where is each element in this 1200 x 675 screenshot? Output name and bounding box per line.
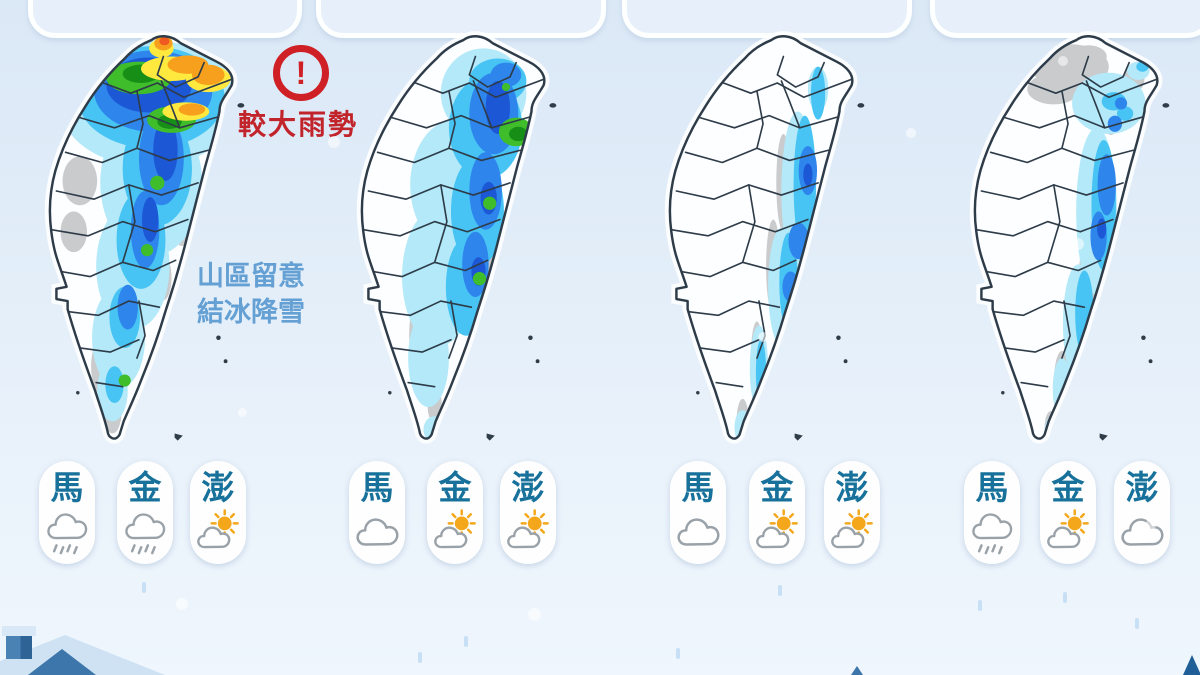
snow-dot (906, 128, 916, 138)
rain-streak (142, 582, 146, 593)
island-label: 金 (438, 469, 472, 506)
note-line-1: 山區留意 (197, 261, 305, 291)
island-pill-matsu: 馬 (670, 461, 726, 564)
island-label: 馬 (50, 469, 84, 506)
snow-dot (328, 136, 340, 148)
snow-dot (176, 598, 188, 610)
island-pill-penghu: 澎 (190, 461, 246, 564)
rain-streak (464, 636, 468, 647)
note-line-2: 結冰降雪 (197, 297, 305, 327)
house-chimney-icon (6, 636, 32, 659)
cloud-icon (1121, 518, 1164, 547)
island-label: 金 (760, 469, 794, 506)
taiwan-precip-map-panel-2 (292, 30, 557, 458)
sun-behind-cloud-icon (1046, 509, 1090, 549)
panel-header-box-2 (316, 0, 606, 38)
island-pill-kinmen: 金 (749, 461, 805, 564)
taiwan-precip-map-panel-4 (905, 30, 1170, 458)
rain-streak (1135, 618, 1139, 629)
rain-cloud-icon (47, 513, 88, 555)
sun-behind-cloud-icon (196, 509, 240, 549)
island-label: 金 (1051, 469, 1085, 506)
island-label: 澎 (1125, 469, 1159, 506)
house-roof-face-icon (28, 649, 96, 675)
rain-cloud-icon (972, 513, 1013, 555)
sun-behind-cloud-icon (830, 509, 874, 549)
cloud-icon (677, 518, 720, 547)
panel-header-box-4 (930, 0, 1200, 38)
sun-behind-cloud-icon (433, 509, 477, 549)
island-label: 馬 (975, 469, 1009, 506)
island-pill-penghu: 澎 (500, 461, 556, 564)
snow-dot (1058, 56, 1068, 66)
tree-icon (1183, 655, 1200, 675)
cloud-icon (356, 518, 399, 547)
sun-behind-cloud-icon (755, 509, 799, 549)
snow-dot (238, 408, 247, 417)
island-label: 馬 (681, 469, 715, 506)
island-label: 馬 (360, 469, 394, 506)
island-label: 澎 (835, 469, 869, 506)
island-pill-matsu: 馬 (39, 461, 95, 564)
snow-dot (1072, 238, 1084, 250)
house-chimney-cap-icon (2, 626, 36, 636)
island-pill-matsu: 馬 (964, 461, 1020, 564)
taiwan-precip-map-panel-1 (0, 30, 245, 458)
tree-icon (851, 666, 863, 675)
island-pill-kinmen: 金 (1040, 461, 1096, 564)
heavy-rain-warning-text: 較大雨勢 (238, 109, 359, 140)
taiwan-precip-map-panel-3 (600, 30, 865, 458)
island-pill-kinmen: 金 (427, 461, 483, 564)
rain-streak (676, 648, 680, 659)
rain-cloud-icon (125, 513, 166, 555)
island-label: 澎 (201, 469, 235, 506)
island-pill-penghu: 澎 (824, 461, 880, 564)
island-pill-kinmen: 金 (117, 461, 173, 564)
snow-dot (1146, 518, 1157, 529)
panel-header-box-3 (622, 0, 912, 38)
island-pill-penghu: 澎 (1114, 461, 1170, 564)
alert-exclamation-icon: ! (273, 45, 329, 101)
rain-streak (778, 585, 782, 596)
sun-behind-cloud-icon (506, 509, 550, 549)
island-label: 澎 (511, 469, 545, 506)
rain-streak (978, 600, 982, 611)
island-pill-matsu: 馬 (349, 461, 405, 564)
island-label: 金 (128, 469, 162, 506)
snow-dot (528, 608, 541, 621)
rain-streak (418, 652, 422, 663)
rain-streak (1063, 592, 1067, 603)
snow-dot (758, 332, 768, 342)
mountain-ice-snow-note: 山區留意 結冰降雪 (197, 258, 305, 330)
